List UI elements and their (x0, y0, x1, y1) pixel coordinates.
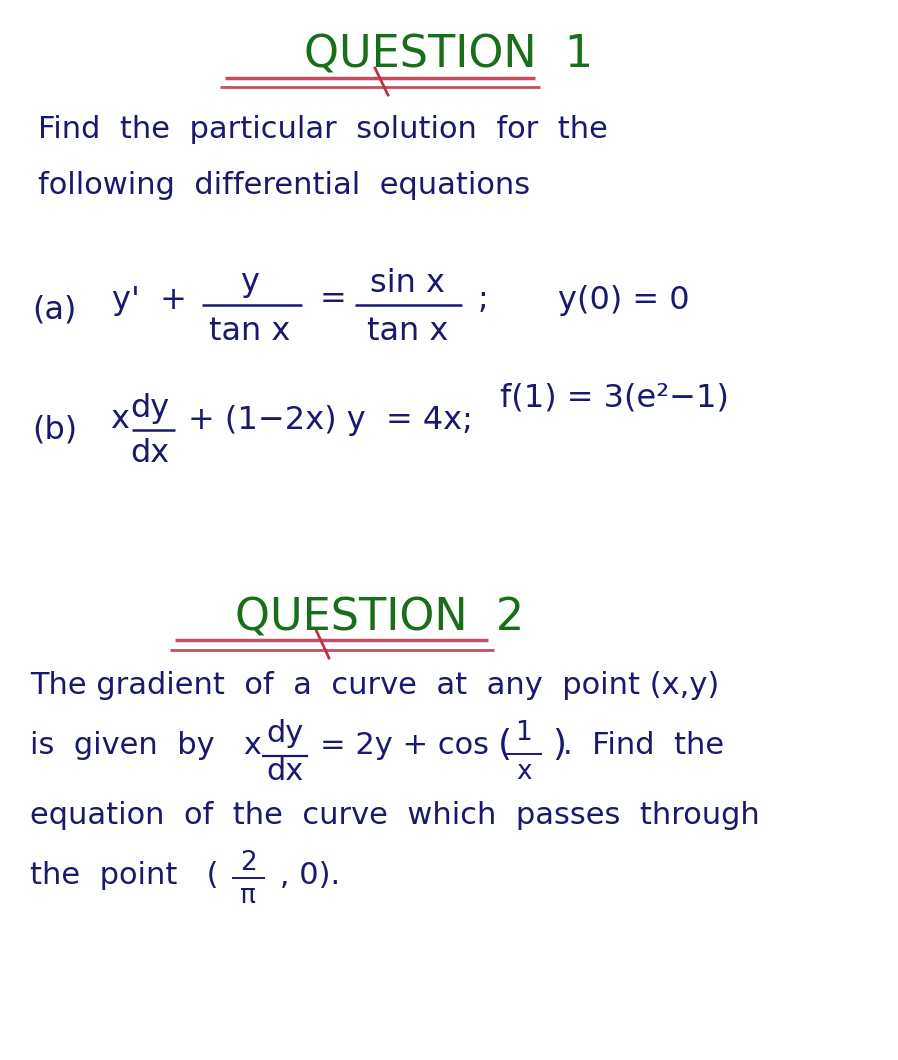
Text: y: y (241, 267, 260, 299)
Text: y'  +: y' + (112, 284, 187, 316)
Text: QUESTION  1: QUESTION 1 (304, 34, 594, 76)
Text: (a): (a) (32, 295, 76, 325)
Text: QUESTION  2: QUESTION 2 (235, 597, 524, 639)
Text: dy: dy (130, 392, 170, 424)
Text: = 2y + cos: = 2y + cos (320, 730, 489, 760)
Text: , 0).: , 0). (270, 861, 340, 889)
Text: 1: 1 (515, 720, 533, 746)
Text: .  Find  the: . Find the (563, 730, 724, 760)
Text: tan x: tan x (209, 317, 291, 348)
Text: dx: dx (267, 758, 304, 787)
Text: the  point   (: the point ( (30, 861, 218, 889)
Text: ): ) (552, 728, 566, 762)
Text: =: = (320, 284, 347, 316)
Text: f(1) = 3(e²−1): f(1) = 3(e²−1) (500, 383, 729, 413)
Text: tan x: tan x (367, 317, 449, 348)
Text: x: x (516, 759, 532, 785)
Text: y(0) = 0: y(0) = 0 (558, 284, 690, 316)
Text: (b): (b) (32, 414, 77, 445)
Text: Find  the  particular  solution  for  the: Find the particular solution for the (38, 116, 608, 144)
Text: + (1−2x) y  = 4x;: + (1−2x) y = 4x; (188, 405, 473, 436)
Text: ;: ; (478, 284, 489, 316)
Text: 2: 2 (240, 850, 256, 876)
Text: The gradient  of  a  curve  at  any  point (x,y): The gradient of a curve at any point (x,… (30, 671, 719, 700)
Text: π: π (240, 883, 256, 909)
Text: sin x: sin x (371, 267, 445, 299)
Text: dy: dy (267, 719, 304, 747)
Text: (: ( (498, 728, 512, 762)
Text: is  given  by   x: is given by x (30, 730, 262, 760)
Text: equation  of  the  curve  which  passes  through: equation of the curve which passes throu… (30, 800, 760, 830)
Text: x: x (110, 405, 129, 436)
Text: following  differential  equations: following differential equations (38, 171, 530, 199)
Text: dx: dx (130, 438, 170, 469)
